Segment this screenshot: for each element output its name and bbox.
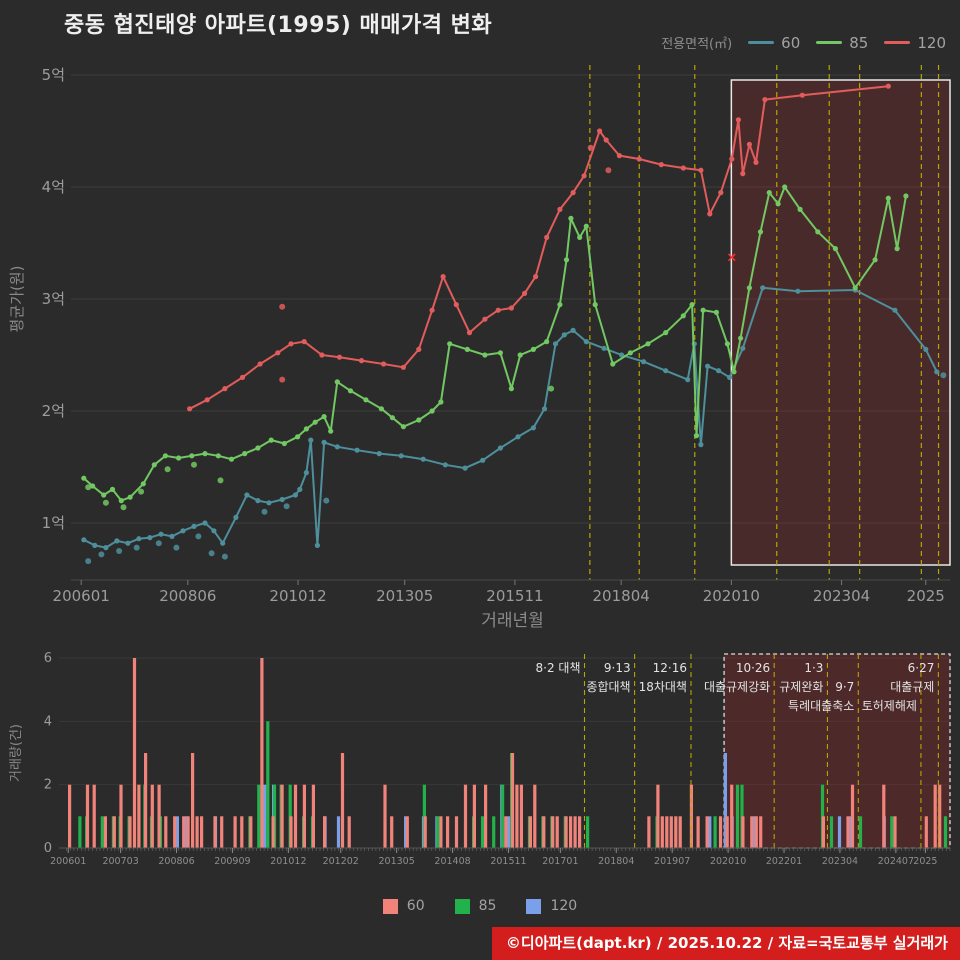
svg-text:201511: 201511 bbox=[490, 856, 526, 867]
highlight-box-recent bbox=[730, 79, 951, 566]
svg-text:6: 6 bbox=[44, 651, 52, 666]
svg-text:6·27: 6·27 bbox=[908, 661, 935, 675]
svg-text:토허제해제: 토허제해제 bbox=[862, 699, 917, 713]
svg-text:3억: 3억 bbox=[42, 290, 65, 308]
series-120-swatch bbox=[884, 41, 911, 44]
svg-text:특례대출축소: 특례대출축소 bbox=[788, 699, 854, 713]
svg-text:종합대책: 종합대책 bbox=[586, 679, 630, 694]
legend-item-85[interactable]: 85 bbox=[816, 34, 868, 52]
volume-legend-item-60[interactable]: 60 bbox=[382, 898, 425, 914]
price-x-axis: 200601 200806 201012 201305 201511 201804 2020… bbox=[53, 579, 950, 631]
legend-item-85-label: 85 bbox=[849, 33, 869, 52]
svg-text:202304: 202304 bbox=[813, 587, 870, 605]
volume-chart: 0 2 4 6 8·2 대책 9·13 종합대책 12·16 18차대책 10·26 대출규제강화 1… bbox=[9, 651, 951, 867]
svg-text:200909: 200909 bbox=[214, 856, 250, 867]
svg-text:4억: 4억 bbox=[42, 178, 65, 196]
svg-text:2025: 2025 bbox=[907, 587, 945, 605]
svg-text:200806: 200806 bbox=[158, 856, 194, 867]
svg-text:2025: 2025 bbox=[913, 856, 937, 867]
volume-legend-120-label: 120 bbox=[550, 898, 578, 914]
svg-text:201804: 201804 bbox=[598, 856, 634, 867]
volume-legend-item-85[interactable]: 85 bbox=[454, 898, 497, 914]
svg-text:규제완화: 규제완화 bbox=[779, 680, 823, 694]
svg-text:200703: 200703 bbox=[102, 856, 138, 867]
legend-title: 전용면적(㎡) bbox=[661, 37, 733, 52]
volume-legend-60-label: 60 bbox=[406, 898, 425, 914]
price-series-85 bbox=[81, 184, 909, 511]
series-60-swatch bbox=[748, 41, 775, 44]
svg-text:18차대책: 18차대책 bbox=[639, 679, 687, 694]
svg-text:201804: 201804 bbox=[593, 587, 650, 605]
bar-85-swatch bbox=[454, 898, 470, 914]
svg-text:201511: 201511 bbox=[486, 587, 543, 605]
svg-text:201012: 201012 bbox=[269, 587, 326, 605]
svg-text:5억: 5억 bbox=[42, 66, 65, 84]
cancelled-deal-marker: × bbox=[726, 251, 737, 266]
highlight-box-volume bbox=[723, 653, 951, 849]
svg-text:2: 2 bbox=[44, 778, 52, 793]
svg-text:200806: 200806 bbox=[159, 587, 216, 605]
svg-text:201305: 201305 bbox=[376, 587, 433, 605]
svg-text:12·16: 12·16 bbox=[653, 661, 687, 675]
svg-text:201305: 201305 bbox=[378, 856, 414, 867]
volume-legend: 60 85 120 bbox=[0, 898, 960, 914]
svg-text:9·7: 9·7 bbox=[835, 680, 854, 694]
volume-legend-item-120[interactable]: 120 bbox=[526, 898, 577, 914]
legend-item-60-label: 60 bbox=[781, 33, 801, 52]
svg-text:4: 4 bbox=[44, 714, 52, 729]
svg-text:8·2 대책: 8·2 대책 bbox=[536, 660, 581, 675]
page-title: 중동 협진태양 아파트(1995) 매매가격 변화 bbox=[64, 13, 493, 38]
svg-text:1억: 1억 bbox=[42, 514, 65, 532]
policy-event-lines bbox=[589, 65, 940, 580]
footer-credit: ©디아파트(dapt.kr) / 2025.10.22 / 자료=국토교통부 실… bbox=[491, 927, 960, 960]
bar-60-swatch bbox=[382, 898, 398, 914]
svg-text:대출규제강화: 대출규제강화 bbox=[704, 680, 770, 694]
volume-event-lines: 8·2 대책 9·13 종합대책 12·16 18차대책 10·26 대출규제강화 1·3 규제… bbox=[536, 654, 939, 848]
price-legend: 전용면적(㎡) 60 85 120 bbox=[661, 33, 946, 53]
svg-text:201701: 201701 bbox=[542, 856, 578, 867]
svg-text:거래년월: 거래년월 bbox=[481, 611, 544, 631]
svg-text:202201: 202201 bbox=[766, 856, 802, 867]
svg-text:202304: 202304 bbox=[822, 856, 858, 867]
svg-text:10·26: 10·26 bbox=[736, 661, 770, 675]
svg-text:200601: 200601 bbox=[53, 587, 110, 605]
legend-item-120-label: 120 bbox=[917, 33, 946, 52]
volume-legend-85-label: 85 bbox=[478, 898, 497, 914]
svg-text:1·3: 1·3 bbox=[804, 661, 823, 675]
svg-text:대출규제: 대출규제 bbox=[890, 680, 934, 694]
svg-text:0: 0 bbox=[44, 841, 52, 856]
volume-y-axis-label: 거래량(건) bbox=[9, 724, 24, 782]
svg-text:202407: 202407 bbox=[878, 856, 914, 867]
svg-text:201012: 201012 bbox=[270, 856, 306, 867]
legend-item-120[interactable]: 120 bbox=[884, 34, 946, 52]
svg-text:201202: 201202 bbox=[323, 856, 359, 867]
price-series-60 bbox=[81, 285, 947, 565]
series-85-swatch bbox=[816, 41, 843, 44]
price-grid: 1억 2억 3억 4억 5억 bbox=[42, 66, 950, 532]
volume-x-axis: 200601 200703 200806 200909 201012 201202 2013… bbox=[50, 847, 951, 867]
bar-120-swatch bbox=[526, 898, 542, 914]
svg-text:9·13: 9·13 bbox=[604, 661, 631, 675]
legend-item-60[interactable]: 60 bbox=[748, 34, 800, 52]
price-y-axis-label: 평균가(원) bbox=[8, 266, 26, 333]
price-chart: 1억 2억 3억 4억 5억 × 200601 200806 201012 201305 20151… bbox=[8, 65, 951, 631]
svg-text:202010: 202010 bbox=[703, 587, 760, 605]
volume-grid: 0 2 4 6 bbox=[44, 651, 950, 856]
svg-text:2억: 2억 bbox=[42, 402, 65, 420]
svg-text:201907: 201907 bbox=[654, 856, 690, 867]
svg-text:201408: 201408 bbox=[434, 856, 470, 867]
svg-text:202010: 202010 bbox=[710, 856, 746, 867]
price-series-120 bbox=[187, 83, 891, 412]
svg-text:200601: 200601 bbox=[50, 856, 86, 867]
